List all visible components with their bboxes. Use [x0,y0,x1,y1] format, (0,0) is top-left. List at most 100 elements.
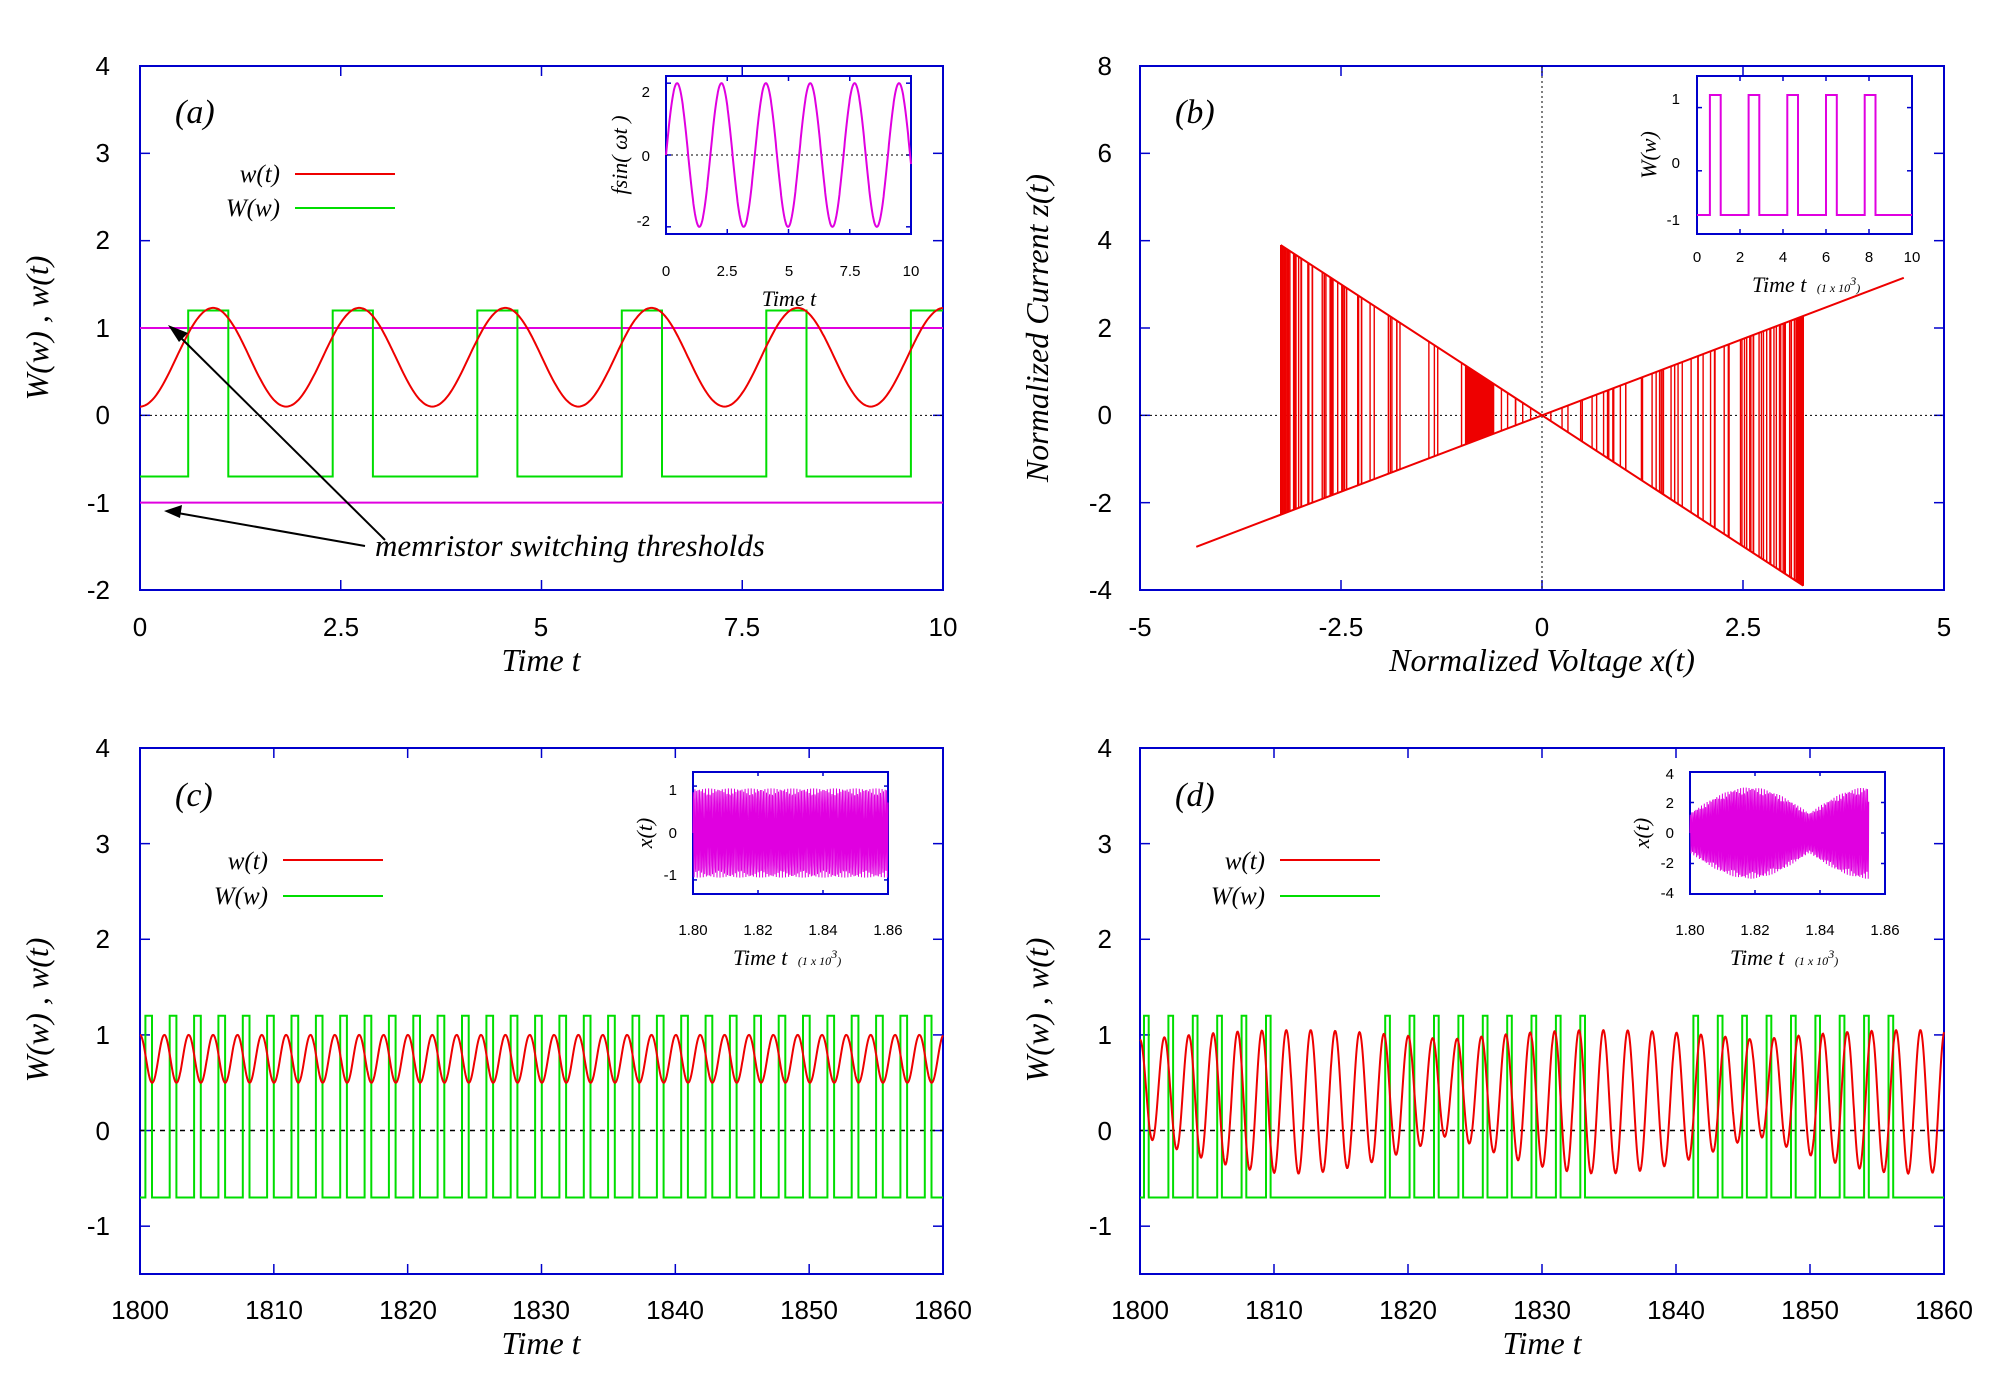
panel-a-yticks: 4 3 2 1 0 -1 -2 [87,51,110,605]
inset-c-xlabel: Time t (1 x 103) [733,945,841,970]
inset-b-ytick: 1 [1672,91,1680,108]
inset-c-ytick: 0 [669,825,677,842]
panel-d-yticks: 4 3 2 1 0 -1 [1089,733,1112,1241]
panel-b-ytick: 8 [1098,51,1112,81]
panel-b-xtick: 5 [1937,612,1951,642]
inset-b-xtick: 4 [1779,249,1787,266]
panel-a-xtick: 0 [133,612,147,642]
panel-a-inset: 2 0 -2 0 2.5 5 7.5 10 Time t fsin( ωt ) [607,75,920,311]
inset-b-plot [1696,76,1913,235]
inset-d-xlabel-main: Time t [1730,945,1785,970]
panel-d: 4 3 2 1 0 -1 1800 1810 1820 1830 1840 18… [1019,733,1973,1361]
panel-b-xtick: -2.5 [1319,612,1364,642]
panel-d-plot [1139,747,1945,1274]
inset-a-xtick: 2.5 [717,263,738,280]
series-wt [139,1033,944,1084]
panel-a-xtick: 7.5 [724,612,760,642]
panel-a-ytick: 2 [96,225,110,255]
panel-b-xtick: 2.5 [1725,612,1761,642]
panel-d-ytick: 2 [1098,924,1112,954]
panel-c-xticks: 1800 1810 1820 1830 1840 1850 1860 [111,1295,972,1325]
panel-c-xtick: 1830 [512,1295,570,1325]
inset-b-xlabel-exp: 3 [1849,274,1856,288]
inset-a-xtick: 5 [785,263,793,280]
panel-d-xtick: 1800 [1111,1295,1169,1325]
inset-d-xtick: 1.80 [1675,922,1704,939]
panel-a-label: (a) [175,94,215,131]
panel-d-xtick: 1810 [1245,1295,1303,1325]
panel-d-label: (d) [1175,777,1215,814]
inset-b-xtick: 6 [1822,249,1830,266]
inset-a-xtick: 0 [662,263,670,280]
panel-b-ytick: 2 [1098,313,1112,343]
panel-c-ytick: 0 [96,1116,110,1146]
panel-c-ytick: 3 [96,829,110,859]
panel-d-ytick: 1 [1098,1020,1112,1050]
inset-c-ylabel: x(t) [632,818,657,850]
inset-d-ytick: -2 [1661,855,1674,872]
inset-c-ytick: 1 [669,782,677,799]
inset-b-xtick: 8 [1865,249,1873,266]
panel-b-ytick: -2 [1089,488,1112,518]
panel-c-ytick: 2 [96,924,110,954]
series-wt [139,306,944,408]
inset-c-xlabel-note: (1 x 10 [798,954,831,968]
panel-d-xtick: 1840 [1647,1295,1705,1325]
inset-b-xtick: 10 [1904,249,1921,266]
annotation-arrow-upper [174,331,386,541]
panel-c-xtick: 1840 [646,1295,704,1325]
panel-c-label: (c) [175,777,213,814]
branch-low [1195,276,1905,548]
panel-a-xtick: 5 [534,612,548,642]
inset-c-xtick: 1.82 [743,922,772,939]
legend-Ww-label: W(w) [214,883,268,910]
series-Ww [1140,1014,1944,1199]
panel-a-ylabel: W(w) , w(t) [19,256,55,401]
inset-a-ytick: 0 [642,148,650,165]
inset-c-ytick: -1 [664,867,677,884]
panel-d-ytick: 3 [1098,829,1112,859]
panel-d-xlabel: Time t [1502,1325,1582,1361]
inset-b-xtick: 2 [1736,249,1744,266]
panel-d-ytick: 4 [1098,733,1112,763]
inset-a-series [665,82,912,228]
panel-c-yticks: 4 3 2 1 0 -1 [87,733,110,1241]
panel-c-plot [139,747,944,1274]
panel-a-ytick: 0 [96,400,110,430]
panel-b-inset: 1 0 -1 0 2 4 6 8 10 Time t (1 x 103) W(w… [1636,75,1921,297]
legend-wt-label: w(t) [228,848,268,875]
panel-b-ytick: 0 [1098,400,1112,430]
panel-a-plot [139,65,944,591]
panel-d-ytick: 0 [1098,1116,1112,1146]
panel-c-ylabel: W(w) , w(t) [19,938,55,1083]
panel-b-xticks: -5 -2.5 0 2.5 5 [1128,612,1951,642]
annotation-arrow-lower [171,511,366,547]
panel-a-ytick: -1 [87,488,110,518]
panel-c-ytick: -1 [87,1211,110,1241]
panel-c-xtick: 1820 [379,1295,437,1325]
panel-d-xtick: 1860 [1915,1295,1973,1325]
inset-b-ytick: -1 [1667,212,1680,229]
inset-d-xlabel: Time t (1 x 103) [1730,945,1838,970]
inset-a-xtick: 10 [903,263,920,280]
panel-a-ytick: 1 [96,313,110,343]
panel-c: 4 3 2 1 0 -1 1800 1810 1820 1830 1840 18… [19,733,972,1361]
panel-b-xtick: -5 [1128,612,1151,642]
panel-a-ytick: 3 [96,138,110,168]
panel-c-ytick: 1 [96,1020,110,1050]
inset-d-xtick: 1.82 [1740,922,1769,939]
inset-d-xlabel-exp: 3 [1827,947,1834,961]
panel-a: 4 3 2 1 0 -1 -2 0 2.5 5 7.5 10 Time t W(… [19,51,957,678]
legend-wt-label: w(t) [1225,848,1265,875]
inset-a-xlabel: Time t [762,286,817,311]
panel-c-xtick: 1850 [780,1295,838,1325]
panel-b-ytick: 6 [1098,138,1112,168]
inset-d-ytick: 4 [1666,766,1674,783]
panel-d-ytick: -1 [1089,1211,1112,1241]
panel-c-ytick: 4 [96,733,110,763]
inset-b-series [1697,94,1912,216]
inset-b-xlabel-note: (1 x 10 [1817,281,1850,295]
inset-b-xlabel: Time t (1 x 103) [1752,272,1860,297]
inset-d-series [1689,787,1870,879]
